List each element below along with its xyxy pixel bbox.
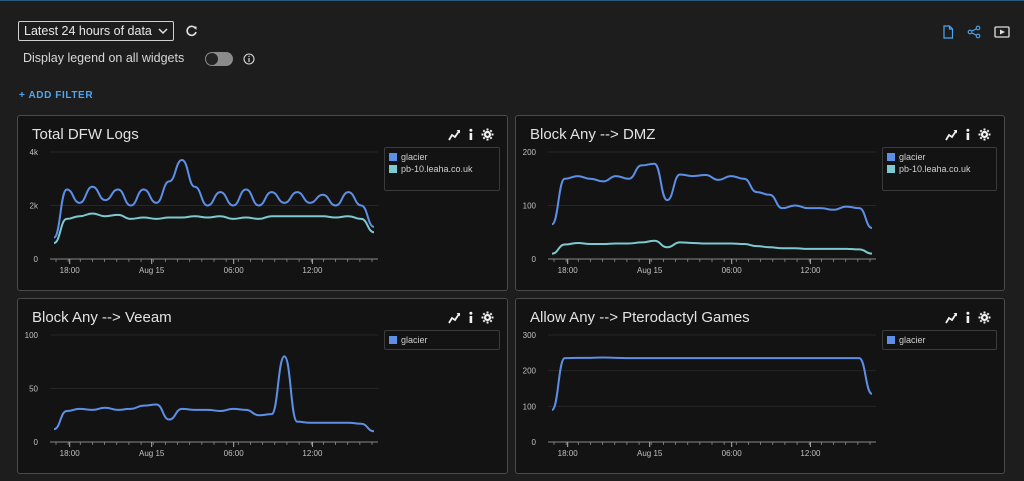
line-chart: 0 50 100 18:00 Aug 15 06:00 12:00 xyxy=(25,331,378,458)
y-tick-label: 200 xyxy=(523,148,537,157)
document-icon[interactable] xyxy=(942,25,954,42)
x-tick-label: 18:00 xyxy=(60,266,81,275)
time-range-select[interactable]: Latest 24 hours of data xyxy=(18,21,174,41)
widget-info-icon[interactable] xyxy=(467,128,475,141)
gear-icon[interactable] xyxy=(481,128,494,141)
legend-label: glacier xyxy=(401,335,428,345)
legend-label: glacier xyxy=(899,335,926,345)
gear-icon[interactable] xyxy=(481,311,494,324)
y-tick-label: 100 xyxy=(523,202,537,211)
widget-tools xyxy=(945,311,991,324)
legend-item[interactable]: glacier xyxy=(389,334,495,346)
x-tick-label: Aug 15 xyxy=(139,266,165,275)
y-tick-label: 2k xyxy=(30,202,39,211)
y-tick-label: 50 xyxy=(29,385,38,394)
info-icon[interactable] xyxy=(243,53,255,68)
legend-toggle-label: Display legend on all widgets xyxy=(23,51,185,65)
legend-item[interactable]: glacier xyxy=(887,334,992,346)
widget-allow-any-pterodactyl-games: Allow Any --> Pterodactyl Games glacier … xyxy=(515,298,1005,474)
widget-legend: glacier xyxy=(882,330,997,350)
series-line-glacier[interactable] xyxy=(53,159,375,239)
y-tick-label: 100 xyxy=(25,331,39,340)
y-tick-label: 0 xyxy=(34,255,39,264)
share-icon[interactable] xyxy=(967,25,981,42)
widget-legend: glacier xyxy=(384,330,500,350)
widget-total-dfw-logs: Total DFW Logs glacier pb-10.leaha.co.uk … xyxy=(17,115,508,291)
widget-block-any-dmz: Block Any --> DMZ glacier pb-10.leaha.co.… xyxy=(515,115,1005,291)
line-chart: 0 100 200 18:00 Aug 15 06:00 12:00 xyxy=(523,148,876,275)
presentation-icon[interactable] xyxy=(994,25,1010,42)
x-tick-label: 18:00 xyxy=(60,449,81,458)
widget-legend: glacier pb-10.leaha.co.uk xyxy=(384,147,500,191)
series-line-glacier[interactable] xyxy=(53,355,375,433)
chart-options-icon[interactable] xyxy=(945,311,958,324)
chevron-down-icon xyxy=(158,25,168,39)
x-tick-label: 06:00 xyxy=(722,449,743,458)
series-line-glacier[interactable] xyxy=(551,356,873,411)
y-tick-label: 4k xyxy=(30,148,39,157)
x-tick-label: 12:00 xyxy=(302,449,323,458)
widget-title: Block Any --> Veeam xyxy=(32,309,172,326)
series-line-glacier[interactable] xyxy=(551,162,873,229)
line-chart: 0 2k 4k 18:00 Aug 15 06:00 12:00 xyxy=(30,148,378,275)
legend-item[interactable]: pb-10.leaha.co.uk xyxy=(887,163,992,175)
legend-swatch xyxy=(887,153,895,161)
toggle-knob xyxy=(206,53,218,65)
x-tick-label: 18:00 xyxy=(558,449,579,458)
y-tick-label: 200 xyxy=(523,367,537,376)
legend-label: pb-10.leaha.co.uk xyxy=(899,164,971,174)
y-tick-label: 0 xyxy=(34,438,39,447)
widget-legend: glacier pb-10.leaha.co.uk xyxy=(882,147,997,191)
legend-swatch xyxy=(887,165,895,173)
top-accent-line xyxy=(0,0,1024,1)
widget-tools xyxy=(945,128,991,141)
widget-info-icon[interactable] xyxy=(467,311,475,324)
refresh-icon[interactable] xyxy=(185,24,199,41)
x-tick-label: Aug 15 xyxy=(637,266,663,275)
y-tick-label: 0 xyxy=(532,438,537,447)
x-tick-label: 18:00 xyxy=(558,266,579,275)
chart-options-icon[interactable] xyxy=(945,128,958,141)
widget-tools xyxy=(448,128,494,141)
widget-title: Total DFW Logs xyxy=(32,126,139,143)
widget-info-icon[interactable] xyxy=(964,128,972,141)
gear-icon[interactable] xyxy=(978,128,991,141)
legend-item[interactable]: glacier xyxy=(887,151,992,163)
widget-info-icon[interactable] xyxy=(964,311,972,324)
add-filter-button[interactable]: + ADD FILTER xyxy=(19,90,94,101)
series-line-pb-10.leaha.co.uk[interactable] xyxy=(551,239,873,255)
legend-label: pb-10.leaha.co.uk xyxy=(401,164,473,174)
line-chart: 0 100 200 300 18:00 Aug 15 06:00 12:00 xyxy=(523,331,876,458)
x-tick-label: Aug 15 xyxy=(139,449,165,458)
x-tick-label: 06:00 xyxy=(224,266,245,275)
x-tick-label: 12:00 xyxy=(302,266,323,275)
time-range-value: Latest 24 hours of data xyxy=(24,24,152,38)
widget-block-any-veeam: Block Any --> Veeam glacier 0 50 100 18:00 A… xyxy=(17,298,508,474)
legend-swatch xyxy=(887,336,895,344)
chart-options-icon[interactable] xyxy=(448,128,461,141)
y-tick-label: 300 xyxy=(523,331,537,340)
legend-toggle[interactable] xyxy=(205,52,233,66)
legend-item[interactable]: glacier xyxy=(389,151,495,163)
legend-swatch xyxy=(389,165,397,173)
legend-swatch xyxy=(389,153,397,161)
widget-title: Block Any --> DMZ xyxy=(530,126,656,143)
x-tick-label: 12:00 xyxy=(800,449,821,458)
y-tick-label: 0 xyxy=(532,255,537,264)
legend-swatch xyxy=(389,336,397,344)
x-tick-label: Aug 15 xyxy=(637,449,663,458)
x-tick-label: 12:00 xyxy=(800,266,821,275)
x-tick-label: 06:00 xyxy=(224,449,245,458)
chart-options-icon[interactable] xyxy=(448,311,461,324)
y-tick-label: 100 xyxy=(523,402,537,411)
legend-label: glacier xyxy=(899,152,926,162)
x-tick-label: 06:00 xyxy=(722,266,743,275)
legend-item[interactable]: pb-10.leaha.co.uk xyxy=(389,163,495,175)
widget-title: Allow Any --> Pterodactyl Games xyxy=(530,309,750,326)
gear-icon[interactable] xyxy=(978,311,991,324)
legend-label: glacier xyxy=(401,152,428,162)
widget-tools xyxy=(448,311,494,324)
series-line-pb-10.leaha.co.uk[interactable] xyxy=(53,212,375,244)
